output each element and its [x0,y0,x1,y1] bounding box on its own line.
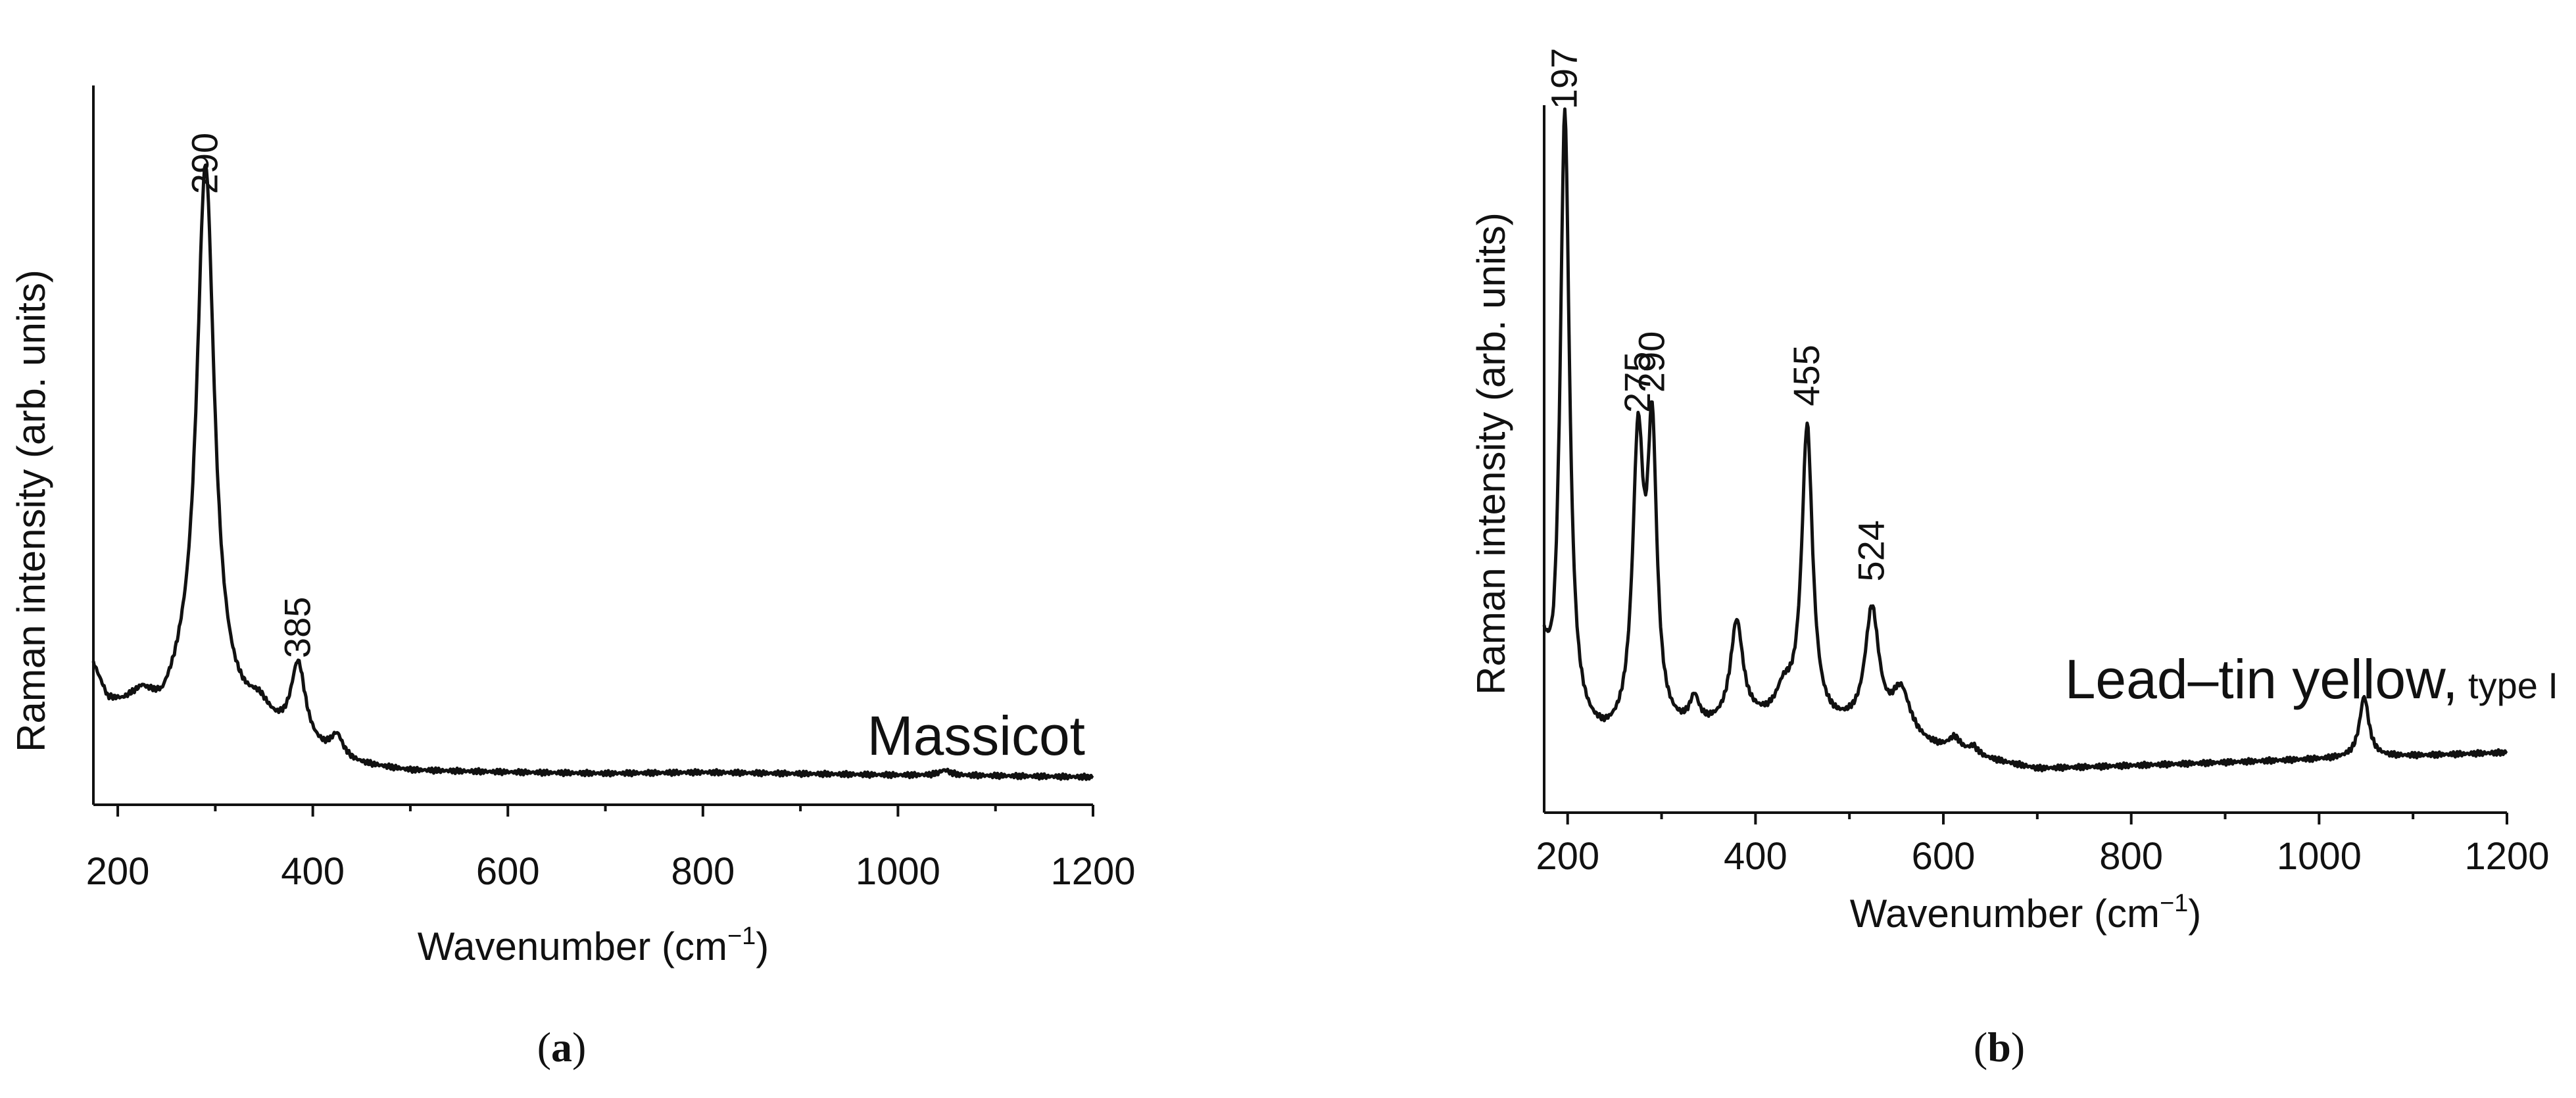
x-axis-label: Wavenumber (cm−1) [1850,890,2202,936]
x-tick-label-400: 400 [281,850,345,893]
peak-label-455: 455 [1786,345,1827,406]
y-axis-label: Raman intensity (arb. units) [9,270,53,752]
x-tick-label-200: 200 [86,850,150,893]
x-tick-label-400: 400 [1724,835,1787,878]
x-tick-label-800: 800 [671,850,735,893]
y-axis-label: Raman intensity (arb. units) [1469,212,1513,695]
peak-label-385: 385 [276,597,318,658]
x-tick-labels: 200 400 600 800 1000 1200 [86,850,1136,893]
x-tick-label-1200: 1200 [1050,850,1135,893]
x-ticks [116,805,1094,817]
x-tick-label-600: 600 [476,850,540,893]
peak-labels: 290 385 [184,133,318,658]
x-ticks [1566,813,2508,824]
sample-name-label: Massicot [867,705,1085,767]
x-tick-label-1000: 1000 [856,850,940,893]
spectrum-line-lead-tin-yellow [1542,107,2508,773]
spectrum-line-massicot [91,163,1094,781]
peak-label-290: 290 [184,133,226,194]
x-axis-label: Wavenumber (cm−1) [418,922,769,968]
panel-label-a: (a) [537,1024,587,1070]
sample-name-label: Lead–tin yellow, type I [2065,648,2558,710]
x-tick-label-600: 600 [1912,835,1976,878]
peak-label-275: 275 [1616,352,1658,413]
x-tick-labels: 200 400 600 800 1000 1200 [1536,835,2549,878]
peak-label-197: 197 [1543,48,1584,109]
peak-label-524: 524 [1851,520,1892,581]
panel-label-b: (b) [1974,1024,2025,1070]
peak-label-290: 290 [1630,331,1672,393]
x-tick-label-800: 800 [2099,835,2163,878]
chart-panel-a: 200 400 600 800 1000 1200 290 385 Massicot Wav… [9,85,1136,1070]
x-tick-label-1000: 1000 [2277,835,2362,878]
x-tick-label-1200: 1200 [2464,835,2549,878]
x-tick-label-200: 200 [1536,835,1599,878]
